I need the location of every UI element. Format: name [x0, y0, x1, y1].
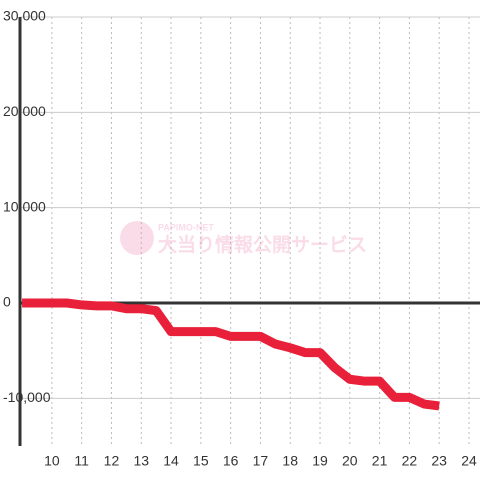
- y-tick-label: -10,000: [3, 389, 51, 405]
- x-tick-label: 19: [312, 453, 328, 469]
- x-tick-label: 24: [461, 453, 477, 469]
- x-tick-label: 17: [253, 453, 269, 469]
- x-tick-label: 10: [44, 453, 60, 469]
- y-tick-label: 10,000: [3, 198, 46, 214]
- watermark-brand: PAPIMO-NET: [158, 222, 214, 232]
- watermark-logo: [120, 221, 154, 255]
- data-line: [22, 298, 440, 411]
- x-tick-label: 22: [402, 453, 418, 469]
- x-tick-label: 13: [133, 453, 149, 469]
- x-tick-label: 23: [431, 453, 447, 469]
- y-tick-label: 20,000: [3, 103, 46, 119]
- x-tick-label: 18: [282, 453, 298, 469]
- watermark: PAPIMO-NET 大当り情報公開サービス: [120, 221, 367, 256]
- x-tick-label: 15: [193, 453, 209, 469]
- x-tick-label: 12: [104, 453, 120, 469]
- x-tick-label: 20: [342, 453, 358, 469]
- x-tick-label: 21: [372, 453, 388, 469]
- x-tick-label: 11: [74, 453, 89, 469]
- y-tick-label: 30,000: [3, 8, 46, 24]
- watermark-text: 大当り情報公開サービス: [158, 233, 367, 256]
- x-tick-label: 16: [223, 453, 239, 469]
- x-tick-label: 14: [163, 453, 179, 469]
- y-tick-label: 0: [3, 294, 11, 310]
